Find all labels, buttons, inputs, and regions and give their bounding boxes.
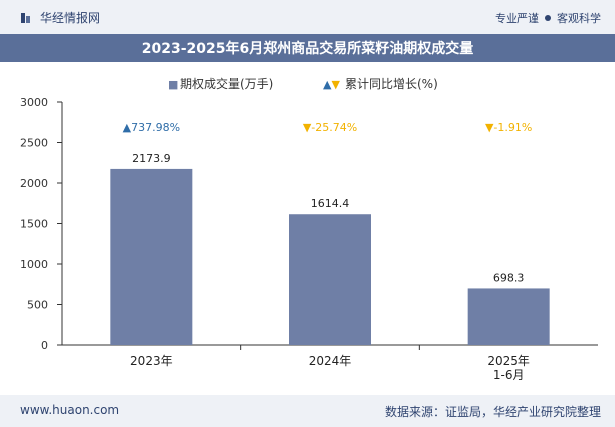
tagline-right: 客观科学 xyxy=(557,12,601,25)
footer: www.huaon.com 数据来源：证监局，华经产业研究院整理 xyxy=(0,395,615,427)
growth-label: ▲737.98% xyxy=(123,121,180,134)
y-tick-label: 500 xyxy=(27,299,48,312)
y-tick-label: 0 xyxy=(41,339,48,352)
y-tick-label: 1500 xyxy=(20,218,48,231)
x-tick-label: 2024年 xyxy=(309,354,352,368)
x-tick-label: 2025年 1-6月 xyxy=(487,354,530,382)
chart-title: 2023-2025年6月郑州商品交易所菜籽油期权成交量 xyxy=(141,41,474,57)
tagline-left: 专业严谨 xyxy=(495,12,539,25)
chart-title-bar: 2023-2025年6月郑州商品交易所菜籽油期权成交量 xyxy=(0,34,615,62)
y-tick-label: 3000 xyxy=(20,96,48,109)
bar-chart: ■ 期权成交量(万手) ▲▼ 累计同比增长(%) 0 500 1000 1500 2000 250… xyxy=(20,76,598,382)
bar-value-label: 698.3 xyxy=(493,271,525,284)
footer-url[interactable]: www.huaon.com xyxy=(20,403,120,417)
data-source: 数据来源：证监局，华经产业研究院整理 xyxy=(384,405,601,419)
top-bar: 华经情报网 专业严谨 客观科学 xyxy=(0,0,615,34)
bar-value-label: 1614.4 xyxy=(311,197,350,210)
bar xyxy=(467,288,550,345)
y-tick-label: 2500 xyxy=(20,137,48,150)
x-tick-label: 2023年 xyxy=(130,354,173,368)
bar xyxy=(110,168,193,345)
bar xyxy=(289,214,371,345)
y-tick-label: 1000 xyxy=(20,258,48,271)
legend-bar-marker: ■ xyxy=(168,78,178,91)
brand-logo-icon xyxy=(21,12,30,23)
brand: 华经情报网 xyxy=(20,9,100,26)
bar-value-label: 2173.9 xyxy=(132,152,171,165)
legend-growth-label: 累计同比增长(%) xyxy=(345,77,438,91)
legend-bar-label: 期权成交量(万手) xyxy=(180,76,273,91)
growth-label: ▼-25.74% xyxy=(303,121,357,134)
bullet-icon xyxy=(545,15,551,21)
brand-name: 华经情报网 xyxy=(40,11,101,25)
y-tick-label: 2000 xyxy=(20,177,48,190)
growth-label: ▼-1.91% xyxy=(485,121,532,134)
tagline: 专业严谨 客观科学 xyxy=(495,10,601,26)
legend-growth-marker: ▲▼ xyxy=(323,78,340,91)
